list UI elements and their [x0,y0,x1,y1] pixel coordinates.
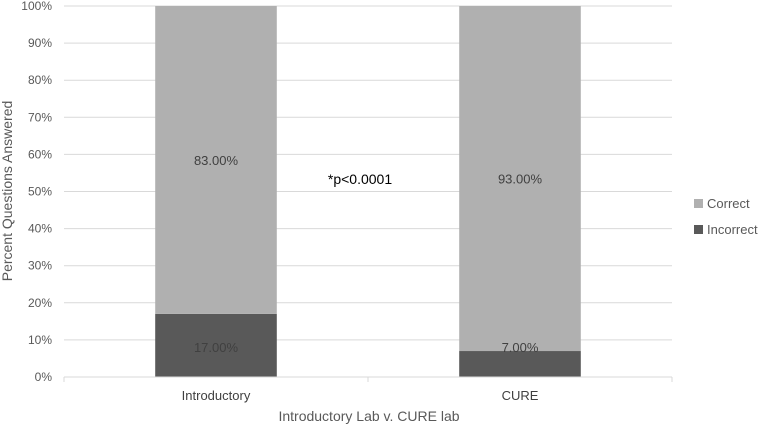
data-label: 7.00% [502,340,539,355]
y-tick-label: 40% [28,222,52,236]
y-axis-ticks: 0% 10% 20% 30% 40% 50% 60% 70% 80% 90% 100% [21,0,52,384]
x-axis-title: Introductory Lab v. CURE lab [278,408,459,424]
legend-label-correct: Correct [707,196,750,211]
y-tick-label: 0% [35,370,53,384]
y-tick-label: 70% [28,110,52,124]
y-axis-title: Percent Questions Answered [0,101,15,282]
bar-correct-introductory [155,6,277,314]
x-category-label: Introductory [182,388,251,403]
significance-annotation: *p<0.0001 [328,171,392,187]
x-axis-categories: Introductory CURE [182,388,539,403]
y-tick-label: 60% [28,147,52,161]
y-tick-label: 50% [28,185,52,199]
y-tick-label: 80% [28,73,52,87]
legend: Correct Incorrect [694,196,758,237]
legend-swatch-correct [694,199,703,208]
bars [155,6,581,377]
legend-swatch-incorrect [694,225,703,234]
x-category-label: CURE [502,388,539,403]
data-label: 17.00% [194,340,239,355]
bar-incorrect-introductory [155,313,277,377]
y-tick-label: 100% [21,0,52,13]
data-label: 93.00% [498,172,543,187]
y-tick-label: 30% [28,259,52,273]
y-tick-label: 90% [28,36,52,50]
y-tick-label: 10% [28,333,52,347]
data-labels: 17.00% 83.00% 7.00% 93.00% [194,153,543,355]
data-label: 83.00% [194,153,239,168]
bar-correct-cure [459,6,581,352]
bar-incorrect-cure [459,351,581,377]
y-tick-label: 20% [28,296,52,310]
x-axis-ticks [63,377,673,382]
legend-label-incorrect: Incorrect [707,222,758,237]
